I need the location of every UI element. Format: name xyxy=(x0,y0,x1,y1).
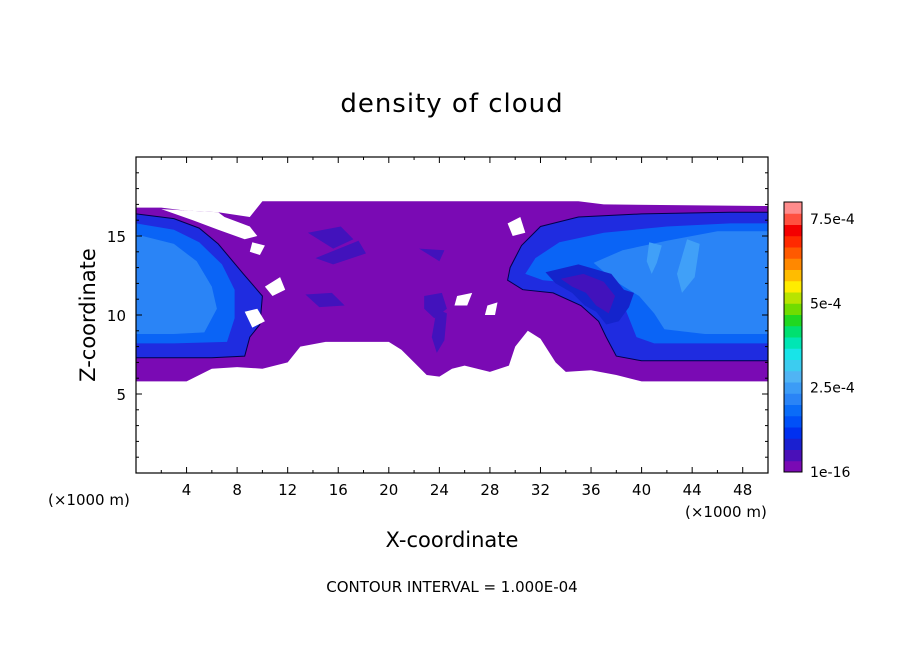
cloud-region xyxy=(419,248,445,262)
cloud-region xyxy=(646,242,662,274)
clear-air-hole xyxy=(249,242,265,255)
cloud-region xyxy=(307,226,354,249)
x-axis-unit-left: (×1000 m) xyxy=(48,491,130,509)
cloud-region xyxy=(560,273,616,314)
y-axis-label: Z-coordinate xyxy=(76,248,100,382)
chart-title: density of cloud xyxy=(340,89,563,119)
cloud-region xyxy=(315,240,366,265)
colorbar-swatch xyxy=(784,325,802,338)
colorbar-swatch xyxy=(784,247,802,259)
colorbar-swatch xyxy=(784,359,802,372)
x-tick-label: 44 xyxy=(683,481,702,499)
x-tick-label: 28 xyxy=(480,481,499,499)
colorbar-label: 1e-16 xyxy=(810,465,850,481)
colorbar-swatch xyxy=(784,337,802,349)
colorbar-swatch xyxy=(784,213,802,225)
colorbar-swatch xyxy=(784,427,802,439)
colorbar-label: 2.5e-4 xyxy=(810,381,855,397)
colorbar-frame xyxy=(783,201,803,473)
colorbar-swatch xyxy=(784,292,802,304)
x-axis-label: X-coordinate xyxy=(386,528,519,552)
colorbar-swatch xyxy=(784,348,802,360)
colorbar-swatch xyxy=(784,269,802,282)
colorbar-label: 5e-4 xyxy=(810,296,842,312)
colorbar-swatch xyxy=(784,370,802,383)
x-tick-label: 24 xyxy=(430,481,449,499)
clear-air-hole xyxy=(277,365,313,380)
clear-air-hole xyxy=(161,209,258,240)
colorbar-swatch xyxy=(784,404,802,417)
colorbar-swatch xyxy=(784,449,802,462)
colorbar-swatch xyxy=(784,314,802,327)
colorbar-swatch xyxy=(784,393,802,405)
cloud-region xyxy=(305,292,345,308)
x-tick-label: 40 xyxy=(632,481,651,499)
contour-interval-note: CONTOUR INTERVAL = 1.000E-04 xyxy=(326,578,577,596)
colorbar-swatch xyxy=(784,382,802,394)
clear-air-hole xyxy=(507,217,526,236)
x-tick-label: 48 xyxy=(733,481,752,499)
clear-air-hole xyxy=(244,308,265,328)
plot-area xyxy=(136,201,768,382)
colorbar-swatch xyxy=(784,202,802,214)
colorbar-swatch xyxy=(784,235,802,248)
x-tick-label: 4 xyxy=(182,481,192,499)
colorbar-swatch xyxy=(784,224,802,237)
colorbar-swatch xyxy=(784,438,802,450)
x-tick-label: 32 xyxy=(531,481,550,499)
colorbar-swatch xyxy=(784,303,802,315)
clear-air-hole xyxy=(484,302,498,315)
x-axis-unit-right: (×1000 m) xyxy=(685,503,767,521)
y-tick-label: 5 xyxy=(116,386,126,404)
colorbar-label: 7.5e-4 xyxy=(810,212,855,228)
colorbar-swatch xyxy=(784,415,802,428)
colorbar-swatch xyxy=(784,460,802,473)
cloud-region xyxy=(677,239,700,293)
y-tick-label: 10 xyxy=(107,307,126,325)
colorbar: 1e-16 2.5e-4 5e-4 7.5e-4 xyxy=(783,201,855,481)
x-tick-label: 20 xyxy=(379,481,398,499)
x-tick-label: 16 xyxy=(329,481,348,499)
x-tick-label: 8 xyxy=(232,481,242,499)
x-axis-ticks: 4 8 12 16 20 24 28 32 36 40 44 48 xyxy=(160,157,752,499)
colorbar-swatch xyxy=(784,280,802,293)
x-tick-label: 36 xyxy=(581,481,600,499)
clear-air-hole xyxy=(264,277,286,296)
y-axis-ticks: 5 10 15 xyxy=(107,156,768,474)
clear-air-hole xyxy=(454,292,473,306)
colorbar-swatch xyxy=(784,258,802,270)
y-tick-label: 15 xyxy=(107,228,126,246)
cloud-region xyxy=(431,308,447,353)
cloud-region xyxy=(136,234,217,334)
x-tick-label: 12 xyxy=(278,481,297,499)
